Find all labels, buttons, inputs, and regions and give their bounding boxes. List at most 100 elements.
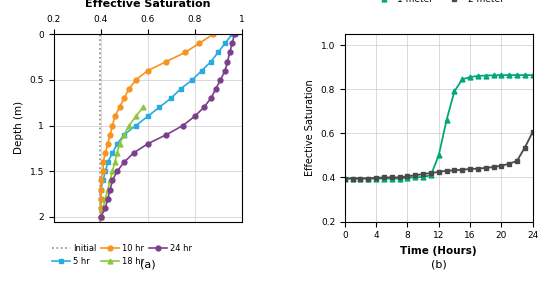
1 meter <box>483 74 489 77</box>
2 meter <box>529 131 536 134</box>
2 meter <box>459 168 465 172</box>
1 meter <box>459 78 465 81</box>
1 meter <box>498 73 505 77</box>
2 meter <box>483 166 489 170</box>
2 meter <box>365 177 372 180</box>
5 hr <box>145 115 151 118</box>
10 hr <box>97 188 104 191</box>
18 hr <box>114 151 121 155</box>
10 hr <box>182 51 188 54</box>
24 hr <box>114 170 121 173</box>
10 hr <box>97 215 104 219</box>
2 meter <box>490 165 497 169</box>
5 hr <box>121 133 128 136</box>
1 meter <box>412 176 419 179</box>
2 meter <box>412 174 419 177</box>
Line: 10 hr: 10 hr <box>98 32 216 219</box>
10 hr <box>100 160 107 164</box>
1 meter <box>443 118 450 122</box>
5 hr <box>189 78 195 82</box>
1 meter <box>373 177 379 180</box>
Line: 2 meter: 2 meter <box>342 130 535 181</box>
1 meter <box>357 177 364 180</box>
Initial <box>96 32 103 36</box>
24 hr <box>192 115 198 118</box>
1 meter <box>404 176 410 179</box>
24 hr <box>217 78 224 82</box>
5 hr <box>97 197 104 201</box>
18 hr <box>97 215 104 219</box>
18 hr <box>102 197 109 201</box>
2 meter <box>475 167 481 170</box>
1 meter <box>388 177 395 180</box>
1 meter <box>475 74 481 78</box>
24 hr <box>226 51 233 54</box>
10 hr <box>111 115 118 118</box>
2 meter <box>521 146 528 149</box>
Line: 1 meter: 1 meter <box>342 73 535 181</box>
24 hr <box>97 215 104 219</box>
10 hr <box>126 87 132 91</box>
1 meter <box>514 73 520 77</box>
10 hr <box>196 41 202 45</box>
10 hr <box>97 197 104 201</box>
2 meter <box>498 164 505 168</box>
2 meter <box>514 159 520 162</box>
10 hr <box>163 60 169 63</box>
24 hr <box>121 160 128 164</box>
1 meter <box>490 74 497 77</box>
2 meter <box>467 167 473 171</box>
5 hr <box>109 151 116 155</box>
5 hr <box>222 41 228 45</box>
1 meter <box>397 177 403 180</box>
5 hr <box>229 32 236 36</box>
Initial <box>96 124 103 127</box>
24 hr <box>229 41 236 45</box>
Y-axis label: Effective Saturation: Effective Saturation <box>305 80 315 176</box>
18 hr <box>116 142 123 145</box>
5 hr <box>208 60 214 63</box>
10 hr <box>121 96 128 100</box>
18 hr <box>121 133 128 136</box>
18 hr <box>133 115 139 118</box>
1 meter <box>435 154 442 157</box>
1 meter <box>350 177 356 180</box>
Y-axis label: Depth (m): Depth (m) <box>14 101 24 154</box>
5 hr <box>215 51 221 54</box>
10 hr <box>210 32 217 36</box>
Title: Effective Saturation: Effective Saturation <box>85 0 210 9</box>
18 hr <box>140 106 146 109</box>
Line: 5 hr: 5 hr <box>98 32 235 219</box>
24 hr <box>180 124 186 127</box>
10 hr <box>102 151 109 155</box>
18 hr <box>100 206 107 210</box>
X-axis label: Time (Hours): Time (Hours) <box>400 246 477 256</box>
1 meter <box>467 75 473 79</box>
2 meter <box>506 162 512 166</box>
5 hr <box>133 124 139 127</box>
2 meter <box>357 177 364 180</box>
2 meter <box>420 172 426 176</box>
18 hr <box>126 124 132 127</box>
10 hr <box>107 133 114 136</box>
24 hr <box>130 151 137 155</box>
24 hr <box>213 87 219 91</box>
24 hr <box>107 188 114 191</box>
1 meter <box>451 90 458 93</box>
24 hr <box>224 60 231 63</box>
5 hr <box>168 96 174 100</box>
24 hr <box>109 179 116 182</box>
1 meter <box>521 73 528 77</box>
5 hr <box>97 215 104 219</box>
24 hr <box>222 69 228 72</box>
Legend: 1 meter, 2 meter: 1 meter, 2 meter <box>370 0 507 8</box>
2 meter <box>435 170 442 174</box>
5 hr <box>199 69 205 72</box>
2 meter <box>428 171 434 175</box>
18 hr <box>104 188 111 191</box>
10 hr <box>100 170 107 173</box>
1 meter <box>365 177 372 180</box>
2 meter <box>443 169 450 172</box>
2 meter <box>397 176 403 179</box>
24 hr <box>201 106 207 109</box>
